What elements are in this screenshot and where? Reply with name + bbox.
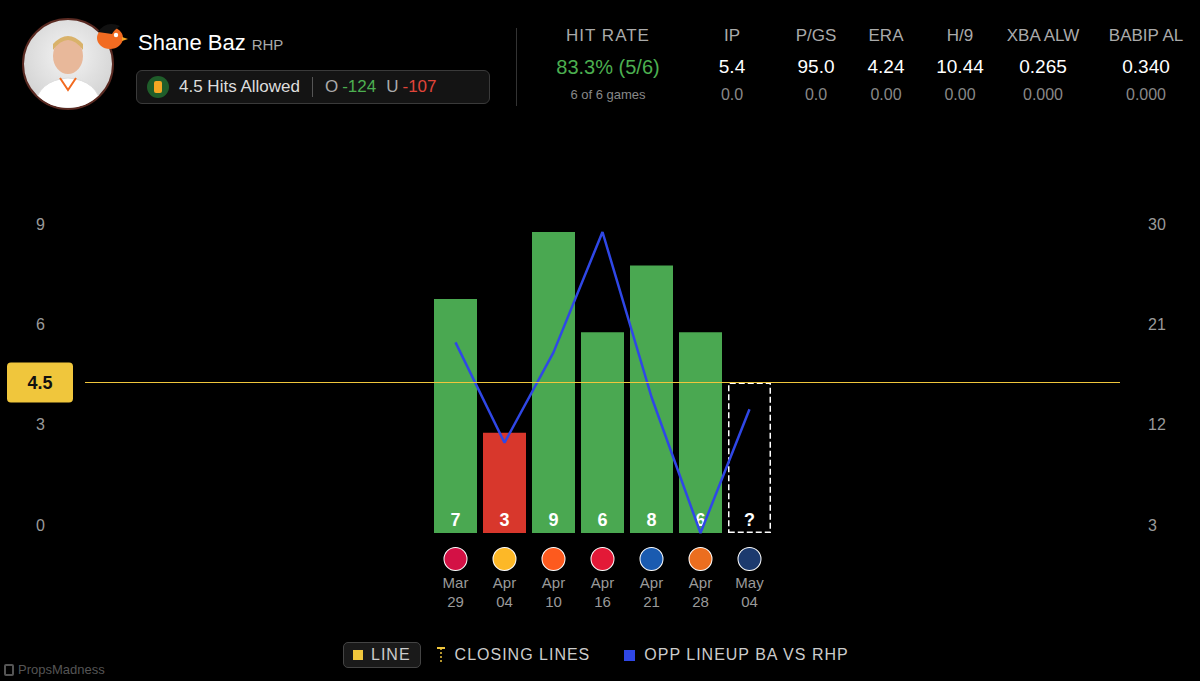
html-text:95.0: 95.0 [797,56,835,77]
html-text:10.44: 10.44 [936,56,984,77]
svg-text:04: 04 [496,593,513,610]
html-text:ERA: ERA [868,26,904,45]
html-text:OPP LINEUP BA VS RHP: OPP LINEUP BA VS RHP [644,646,849,663]
svg-text:12: 12 [1148,416,1166,433]
svg-text:10: 10 [545,593,562,610]
html-text:6 of 6 games: 6 of 6 games [570,87,646,102]
html-text:0.265: 0.265 [1019,56,1067,77]
svg-text:0: 0 [36,517,45,534]
svg-text:?: ? [744,510,755,530]
svg-text:21: 21 [1148,316,1166,333]
svg-text:Apr: Apr [542,574,565,591]
svg-text:4.5: 4.5 [27,373,52,393]
html-text:0.00: 0.00 [870,86,902,103]
svg-text:6: 6 [36,316,45,333]
html-text:0.0: 0.0 [720,86,744,103]
svg-text:16: 16 [594,593,611,610]
html-text:Shane Baz RHP: Shane Baz RHP [138,30,284,55]
html-text:0.0: 0.0 [804,86,828,103]
svg-text:Mar: Mar [443,574,469,591]
html-text:CLOSING LINES: CLOSING LINES [454,646,591,663]
svg-text:21: 21 [643,593,660,610]
svg-text:Apr: Apr [689,574,712,591]
svg-text:3: 3 [36,416,45,433]
html-text:0.000: 0.000 [1023,86,1063,103]
svg-text:May: May [735,574,764,591]
html-text:4.5 Hits Allowed: 4.5 Hits Allowed [179,77,300,96]
html-text:O -124: O -124 [325,77,377,96]
svg-text:Apr: Apr [493,574,516,591]
html-text:0.00: 0.00 [944,86,976,103]
html-text:0.340: 0.340 [1122,56,1170,77]
html-text:H/9: H/9 [946,26,974,45]
html-text:BABIP AL: BABIP AL [1108,26,1184,45]
html-text:0.000: 0.000 [1126,86,1166,103]
svg-text:Apr: Apr [591,574,614,591]
svg-text:04: 04 [741,593,758,610]
html-text:U -107: U -107 [386,77,437,96]
svg-text:6: 6 [695,510,706,530]
html-text:HIT RATE: HIT RATE [566,26,650,45]
svg-text:9: 9 [36,216,45,233]
svg-text:7: 7 [450,510,460,530]
svg-text:3: 3 [1148,517,1157,534]
html-text:PropsMadness: PropsMadness [18,662,105,677]
svg-text:28: 28 [692,593,709,610]
svg-text:3: 3 [499,510,509,530]
html-text:LINE: LINE [371,646,411,663]
html-text:5.4: 5.4 [718,56,746,77]
html-text:XBA ALW: XBA ALW [1006,26,1080,45]
svg-text:8: 8 [646,510,656,530]
html-text:P/GS: P/GS [795,26,837,45]
svg-text:30: 30 [1148,216,1166,233]
svg-text:9: 9 [548,510,558,530]
html-text:83.3% (5/6): 83.3% (5/6) [556,56,660,78]
svg-text:6: 6 [597,510,607,530]
svg-text:29: 29 [447,593,464,610]
svg-text:Apr: Apr [640,574,663,591]
html-text:IP: IP [724,26,740,45]
html-text:4.24: 4.24 [867,56,905,77]
